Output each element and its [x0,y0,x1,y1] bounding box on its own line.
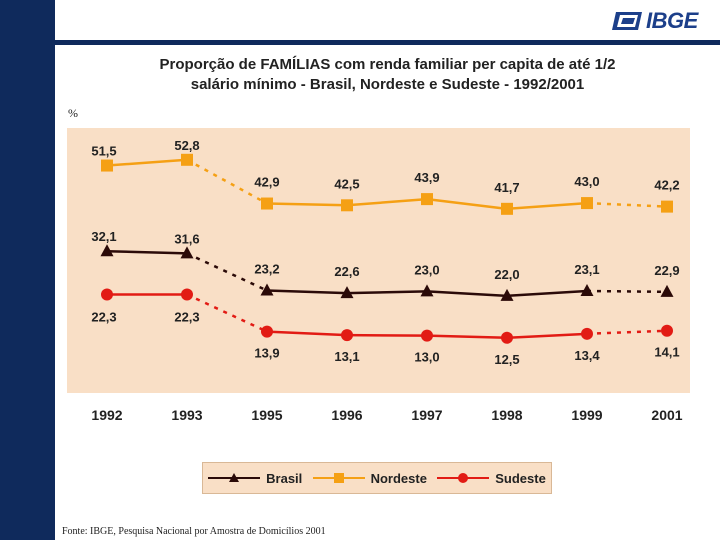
chart-title-line-1: Proporção de FAMÍLIAS com renda familiar… [159,56,616,73]
series-line-brasil [586,289,668,294]
data-label-sudeste: 13,4 [574,348,600,363]
y-axis-unit-label: % [68,106,78,120]
data-label-brasil: 22,9 [654,263,679,278]
header-rule [55,40,720,45]
data-point-brasil [660,284,674,297]
series-line-nordeste [426,197,508,211]
data-label-brasil: 31,6 [174,231,199,246]
x-tick-label: 2001 [651,407,682,423]
chart-title: Proporção de FAMÍLIAS com renda familiar… [60,55,715,95]
data-point-nordeste [581,197,593,210]
series-line-brasil [426,290,508,298]
data-label-brasil: 22,6 [334,264,359,279]
series-line-nordeste [346,197,428,207]
series-line-brasil [266,289,348,295]
legend-label-nordeste: Nordeste [370,470,427,486]
data-label-sudeste: 13,0 [414,350,439,365]
data-label-brasil: 23,1 [574,262,599,277]
data-point-nordeste [421,193,433,206]
data-point-nordeste [181,153,193,166]
data-point-sudeste [581,327,593,340]
series-line-brasil [506,289,588,298]
data-point-brasil [420,284,434,297]
data-point-brasil [580,283,594,296]
data-point-sudeste [341,329,353,342]
legend-item-sudeste: Sudeste [437,471,546,486]
source-note: Fonte: IBGE, Pesquisa Nacional por Amost… [62,526,326,537]
series-line-nordeste [506,201,588,211]
data-point-sudeste [181,288,193,301]
data-label-nordeste: 42,2 [654,178,679,193]
data-label-brasil: 23,2 [254,262,279,277]
data-label-nordeste: 52,8 [174,138,199,153]
data-label-nordeste: 43,0 [574,174,599,189]
data-label-sudeste: 14,1 [654,345,679,360]
data-label-nordeste: 43,9 [414,170,439,185]
data-label-sudeste: 22,3 [174,310,199,325]
data-label-brasil: 32,1 [91,229,116,244]
series-line-sudeste [586,329,668,336]
ibge-logo-icon [612,12,642,30]
data-point-brasil [260,283,274,296]
data-point-sudeste [501,331,513,344]
legend-swatch-brasil [208,473,261,482]
data-point-nordeste [661,200,673,213]
data-point-nordeste [101,159,113,172]
series-line-nordeste [266,202,348,207]
x-tick-label: 1999 [571,407,602,423]
data-point-sudeste [661,324,673,337]
data-label-brasil: 22,0 [494,267,519,282]
legend-item-nordeste: Nordeste [312,470,427,486]
series-line-sudeste [506,332,588,340]
legend-label-sudeste: Sudeste [495,470,546,486]
series-line-sudeste [426,334,508,340]
data-point-sudeste [101,288,113,301]
data-label-nordeste: 41,7 [494,180,519,195]
data-label-nordeste: 42,5 [334,176,359,191]
legend-label-brasil: Brasil [266,470,303,486]
x-tick-label: 1996 [331,407,362,423]
data-point-brasil [340,286,354,299]
chart-title-line-2: salário mínimo - Brasil, Nordeste e Sude… [190,76,585,93]
series-line-nordeste [106,158,188,167]
series-line-brasil [346,290,428,295]
data-label-sudeste: 22,3 [91,310,116,325]
x-tick-label: 1995 [251,407,282,423]
data-point-sudeste [421,329,433,342]
series-line-brasil [106,249,188,255]
legend-swatch-nordeste [312,473,365,483]
x-tick-label: 1992 [91,407,122,423]
series-line-sudeste [186,293,268,333]
data-point-nordeste [341,199,353,212]
data-label-nordeste: 42,9 [254,175,279,190]
data-point-sudeste [261,325,273,338]
series-line-brasil [186,252,268,292]
data-label-sudeste: 13,1 [334,349,359,364]
data-point-brasil [100,244,114,257]
plot-area [67,128,690,393]
data-label-sudeste: 12,5 [494,352,519,367]
x-tick-label: 1993 [171,407,202,423]
x-tick-label: 1997 [411,407,442,423]
data-point-brasil [180,246,194,259]
chart-legend: Brasil Nordeste Sudeste [202,462,552,494]
data-point-nordeste [261,197,273,210]
data-point-brasil [500,288,514,301]
data-label-sudeste: 13,9 [254,346,279,361]
series-line-nordeste [586,201,668,208]
legend-item-brasil: Brasil [208,471,302,486]
left-brand-bar [0,0,55,540]
data-label-nordeste: 51,5 [91,144,116,159]
data-label-brasil: 23,0 [414,262,439,277]
x-tick-label: 1998 [491,407,522,423]
series-line-sudeste [266,330,348,337]
data-point-nordeste [501,202,513,215]
ibge-logo: IBGE [612,6,712,36]
legend-swatch-sudeste [437,473,490,483]
logo-text: IBGE [646,8,698,33]
